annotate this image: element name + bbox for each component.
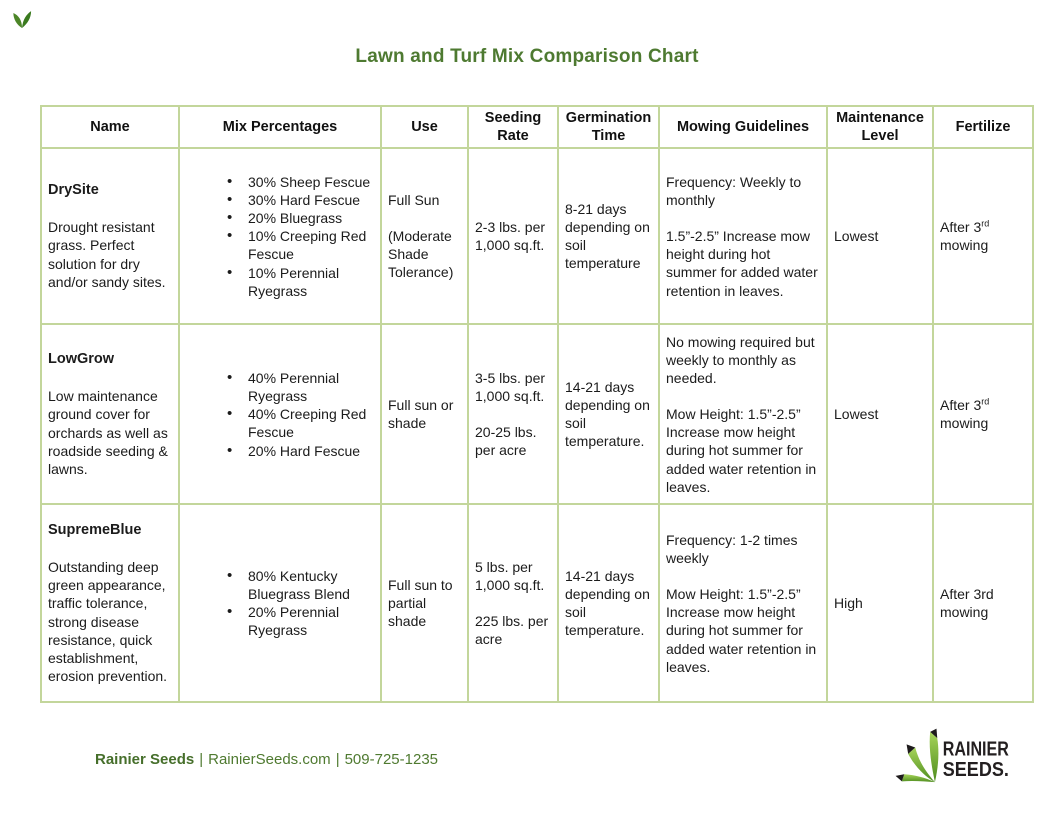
col-header-germination-time: Germination Time (557, 104, 660, 150)
seeding-rate-text: 3-5 lbs. per 1,000 sq.ft. (475, 369, 546, 405)
fertilize-text: After 3 (940, 219, 982, 236)
germination-text: 14-21 days depending on soil temperature… (565, 378, 650, 450)
mix-item: 20% Perennial Ryegrass (226, 602, 374, 639)
mix-percentages-cell: 80% Kentucky Bluegrass Blend20% Perennia… (178, 503, 382, 704)
footer-brand: Rainier Seeds (95, 751, 195, 769)
footer-contact-line: Rainier Seeds | RainierSeeds.com | 509-725-1… (40, 751, 438, 768)
header-row: Name Mix Percentages Use Seeding Rate Ge… (40, 104, 1034, 150)
col-header-maintenance-level: Maintenance Level (826, 104, 934, 150)
page-footer: Rainier Seeds | RainierSeeds.com | 509-725-1… (40, 725, 1014, 794)
mix-item: 20% Bluegrass (226, 208, 374, 228)
use-text: (Moderate Shade Tolerance) (388, 228, 454, 281)
logo-text-line1: RAINIER (943, 738, 1009, 761)
fertilize-cell: After 3rd mowing (932, 147, 1034, 326)
footer-phone: 509-725-1235 (344, 751, 439, 769)
fertilize-cell: After 3rd mowing (932, 503, 1034, 704)
seeding-rate-text: 5 lbs. per 1,000 sq.ft. (475, 558, 545, 594)
mowing-text: Mow Height: 1.5”-2.5” Increase mow heigh… (666, 406, 817, 495)
maintenance-level-cell: Lowest (826, 323, 934, 506)
maintenance-level-cell: High (826, 503, 934, 704)
seeding-rate-cell: 2-3 lbs. per 1,000 sq.ft. (467, 147, 559, 326)
mix-list: 30% Sheep Fescue30% Hard Fescue20% Blueg… (186, 172, 374, 300)
fertilize-text: After 3 (940, 397, 982, 414)
fertilize-ordinal-superscript: rd (981, 218, 990, 229)
seeding-rate-text: 225 lbs. per acre (475, 613, 549, 648)
table-row-lowgrow: LowGrow Low maintenance ground cover for… (40, 323, 1034, 506)
mowing-guidelines-cell: Frequency: 1-2 times weekly Mow Height: 1… (658, 503, 828, 704)
logo-text-line2: SEEDS. (943, 758, 1009, 781)
mix-item: 40% Creeping Red Fescue (226, 404, 374, 441)
mix-list: 40% Perennial Ryegrass40% Creeping Red F… (186, 368, 374, 461)
mix-name: LowGrow (48, 351, 115, 368)
germination-time-cell: 8-21 days depending on soil temperature (557, 147, 660, 326)
mix-item: 80% Kentucky Bluegrass Blend (226, 566, 374, 603)
fertilize-cell: After 3rd mowing (932, 323, 1034, 506)
mowing-text: Mow Height: 1.5”-2.5” Increase mow heigh… (666, 585, 817, 675)
germination-text: 14-21 days depending on soil temperature… (565, 567, 650, 639)
seeding-rate-cell: 3-5 lbs. per 1,000 sq.ft. 20-25 lbs. per … (467, 323, 559, 506)
fertilize-text-suffix: mowing (940, 237, 989, 254)
mix-percentages-cell: 40% Perennial Ryegrass40% Creeping Red F… (178, 323, 382, 506)
seeding-rate-cell: 5 lbs. per 1,000 sq.ft. 225 lbs. per acre (467, 503, 559, 704)
use-cell: Full Sun (Moderate Shade Tolerance) (380, 147, 469, 326)
mowing-guidelines-cell: No mowing required but weekly to monthly… (658, 323, 828, 506)
use-cell: Full sun to partial shade (380, 503, 469, 704)
col-header-seeding-rate: Seeding Rate (467, 104, 559, 150)
fertilize-text: After 3rd (940, 586, 994, 603)
mix-item: 10% Perennial Ryegrass (226, 263, 374, 300)
comparison-table: Name Mix Percentages Use Seeding Rate Ge… (40, 104, 1034, 704)
mix-item: 10% Creeping Red Fescue (226, 226, 374, 263)
mix-percentages-cell: 30% Sheep Fescue30% Hard Fescue20% Blueg… (178, 147, 382, 326)
germination-time-cell: 14-21 days depending on soil temperature… (557, 323, 660, 506)
col-header-name: Name (40, 104, 180, 150)
col-header-use: Use (380, 104, 469, 150)
fertilize-ordinal-superscript: rd (981, 396, 990, 407)
col-header-mowing-guidelines: Mowing Guidelines (658, 104, 828, 150)
mix-name: SupremeBlue (48, 522, 142, 539)
seeding-rate-text: 20-25 lbs. per acre (475, 424, 537, 459)
rainier-seeds-logo: RAINIER SEEDS. (894, 725, 1012, 794)
mix-item: 30% Hard Fescue (226, 190, 374, 210)
mix-description: Drought resistant grass. Perfect solutio… (48, 219, 166, 290)
mowing-text: 1.5”-2.5” Increase mow height during hot… (666, 228, 818, 299)
grass-blades-icon (895, 728, 939, 783)
germination-time-cell: 14-21 days depending on soil temperature… (557, 503, 660, 704)
seeding-rate-text: 2-3 lbs. per 1,000 sq.ft. (475, 219, 546, 254)
sprout-leaf-icon (12, 7, 32, 34)
table-row-supremeblue: SupremeBlue Outstanding deep green appea… (40, 503, 1034, 704)
mix-list: 80% Kentucky Bluegrass Blend20% Perennia… (186, 566, 374, 640)
use-cell: Full sun or shade (380, 323, 469, 506)
footer-separator: | (199, 751, 204, 769)
name-cell: SupremeBlue Outstanding deep green appea… (40, 503, 180, 704)
mowing-guidelines-cell: Frequency: Weekly to monthly 1.5”-2.5” In… (658, 147, 828, 326)
mix-item: 30% Sheep Fescue (226, 172, 374, 192)
germination-text: 8-21 days depending on soil temperature (565, 200, 650, 272)
use-text: Full sun to partial shade (388, 576, 453, 630)
mowing-text: No mowing required but weekly to monthly… (666, 333, 815, 386)
col-header-fertilize: Fertilize (932, 104, 1034, 150)
name-cell: DrySite Drought resistant grass. Perfect… (40, 147, 180, 326)
use-text: Full sun or shade (388, 397, 454, 432)
footer-website: RainierSeeds.com (208, 751, 331, 769)
mix-name: DrySite (48, 182, 99, 199)
fertilize-text-suffix: mowing (940, 415, 989, 432)
mix-description: Outstanding deep green appearance, traff… (48, 559, 168, 685)
name-cell: LowGrow Low maintenance ground cover for… (40, 323, 180, 506)
fertilize-text-suffix: mowing (940, 604, 989, 621)
page-title: Lawn and Turf Mix Comparison Chart (355, 46, 699, 67)
mix-item: 20% Hard Fescue (226, 441, 374, 461)
mowing-text: Frequency: Weekly to monthly (666, 173, 802, 208)
mowing-text: Frequency: 1-2 times weekly (666, 531, 798, 566)
maintenance-level-cell: Lowest (826, 147, 934, 326)
footer-separator: | (335, 751, 340, 769)
use-text: Full Sun (388, 191, 440, 208)
col-header-mix-percentages: Mix Percentages (178, 104, 382, 150)
table-row-drysite: DrySite Drought resistant grass. Perfect… (40, 147, 1034, 326)
mix-description: Low maintenance ground cover for orchard… (48, 388, 168, 477)
mix-item: 40% Perennial Ryegrass (226, 368, 374, 405)
